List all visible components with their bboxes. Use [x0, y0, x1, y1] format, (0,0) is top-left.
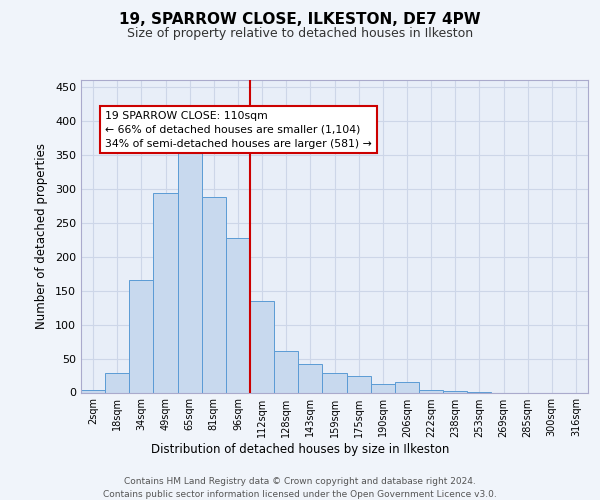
Text: Size of property relative to detached houses in Ilkeston: Size of property relative to detached ho…: [127, 28, 473, 40]
Text: 19 SPARROW CLOSE: 110sqm
← 66% of detached houses are smaller (1,104)
34% of sem: 19 SPARROW CLOSE: 110sqm ← 66% of detach…: [105, 110, 372, 148]
Bar: [129, 280, 154, 392]
Bar: [202, 197, 226, 392]
Bar: [226, 238, 250, 392]
Y-axis label: Number of detached properties: Number of detached properties: [35, 143, 48, 329]
Bar: [322, 373, 347, 392]
Bar: [105, 373, 129, 392]
Bar: [154, 194, 178, 392]
Bar: [419, 390, 443, 392]
Bar: [443, 391, 467, 392]
Bar: [347, 376, 371, 392]
Bar: [395, 382, 419, 392]
Bar: [81, 390, 105, 392]
Text: Distribution of detached houses by size in Ilkeston: Distribution of detached houses by size …: [151, 442, 449, 456]
Bar: [250, 301, 274, 392]
Bar: [371, 384, 395, 392]
Text: Contains public sector information licensed under the Open Government Licence v3: Contains public sector information licen…: [103, 490, 497, 499]
Bar: [274, 351, 298, 393]
Bar: [178, 144, 202, 392]
Bar: [298, 364, 322, 392]
Text: 19, SPARROW CLOSE, ILKESTON, DE7 4PW: 19, SPARROW CLOSE, ILKESTON, DE7 4PW: [119, 12, 481, 28]
Text: Contains HM Land Registry data © Crown copyright and database right 2024.: Contains HM Land Registry data © Crown c…: [124, 478, 476, 486]
